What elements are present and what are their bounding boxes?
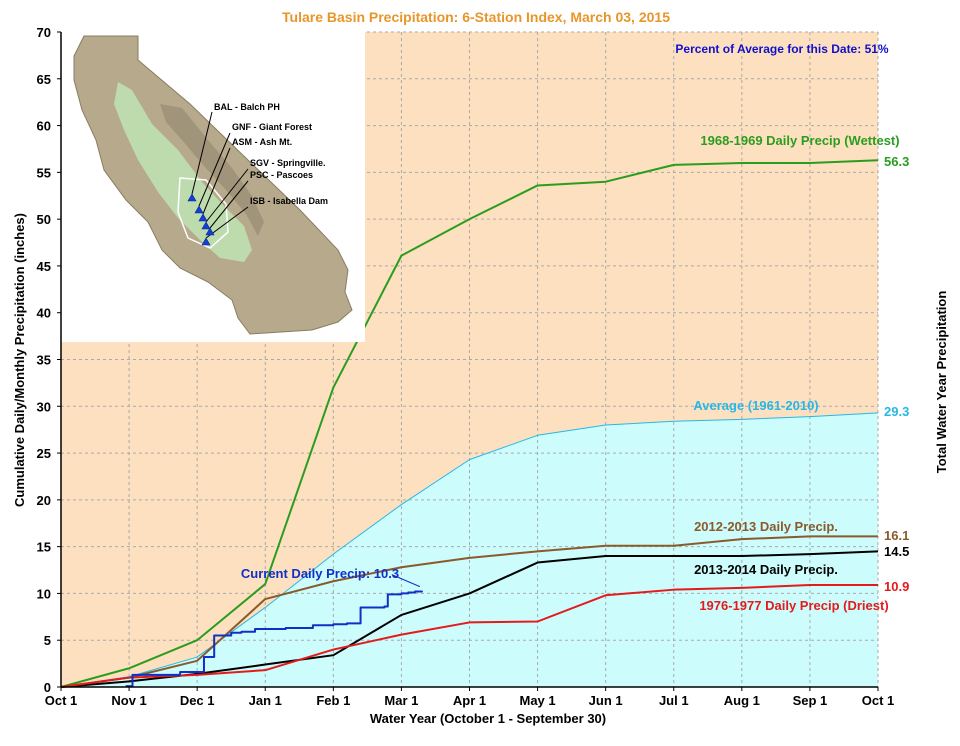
x-tick-label: Jan 1 bbox=[249, 693, 282, 708]
series-label-current: Current Daily Precip: 10.3 bbox=[241, 566, 399, 581]
x-tick-label: Dec 1 bbox=[180, 693, 215, 708]
end-label-wettest: 56.3 bbox=[884, 154, 909, 169]
sierra-nevada bbox=[160, 104, 264, 236]
station-markers bbox=[187, 193, 215, 246]
series-labels: Average (1961-2010) 1968-1969 Daily Prec… bbox=[241, 133, 900, 613]
station-marker-asm bbox=[198, 213, 208, 222]
y-tick-label: 50 bbox=[37, 212, 51, 227]
driest-line bbox=[60, 584, 878, 688]
series-label-wettest: 1968-1969 Daily Precip (Wettest) bbox=[700, 133, 899, 148]
chart-title: Tulare Basin Precipitation: 6-Station In… bbox=[282, 9, 670, 25]
map-label-gnf: GNF - Giant Forest bbox=[232, 122, 312, 132]
y-tick-label: 70 bbox=[37, 25, 51, 40]
x-axis-label: Water Year (October 1 - September 30) bbox=[370, 711, 606, 726]
average-line bbox=[60, 412, 879, 688]
x-tick-label: Sep 1 bbox=[793, 693, 828, 708]
station-marker-psc bbox=[205, 227, 215, 236]
plot-area bbox=[60, 31, 879, 688]
y-axis-label: Cumulative Daily/Monthly Precipitation (… bbox=[12, 213, 27, 507]
series-label-average: Average (1961-2010) bbox=[693, 398, 818, 413]
map-label-bal: BAL - Balch PH bbox=[214, 102, 280, 112]
station-marker-isb bbox=[201, 237, 211, 246]
end-label-average: 29.3 bbox=[884, 404, 909, 419]
station-marker-sgv bbox=[201, 221, 211, 230]
map-label-sgv: SGV - Springville. bbox=[250, 158, 326, 168]
x-tick-label: Apr 1 bbox=[453, 693, 486, 708]
y-tick-label: 35 bbox=[37, 353, 51, 368]
x-tick-label: Jun 1 bbox=[589, 693, 623, 708]
y-tick-label: 30 bbox=[37, 399, 51, 414]
y-tick-label: 45 bbox=[37, 259, 51, 274]
central-valley bbox=[114, 82, 252, 262]
california-map-inset: BAL - Balch PH GNF - Giant Forest ASM - … bbox=[55, 30, 365, 342]
percent-of-average-note: Percent of Average for this Date: 51% bbox=[675, 42, 889, 56]
wettest-line bbox=[60, 159, 879, 688]
x-tick-label: Mar 1 bbox=[384, 693, 418, 708]
tulare-basin-outline bbox=[177, 177, 229, 249]
end-value-labels: 29.3 56.3 16.1 14.5 10.9 bbox=[884, 154, 909, 594]
map-label-asm: ASM - Ash Mt. bbox=[232, 137, 292, 147]
x-tick-labels: Oct 1 Nov 1 Dec 1 Jan 1 Feb 1 Mar 1 Apr 1 May 1… bbox=[45, 687, 895, 708]
x-tick-label: Oct 1 bbox=[45, 693, 78, 708]
y-tick-label: 65 bbox=[37, 72, 51, 87]
x-tick-label: Jul 1 bbox=[659, 693, 689, 708]
end-label-driest: 10.9 bbox=[884, 579, 909, 594]
y-tick-label: 60 bbox=[37, 119, 51, 134]
series-label-2013-2014: 2013-2014 Daily Precip. bbox=[694, 562, 838, 577]
map-label-isb: ISB - Isabella Dam bbox=[250, 196, 328, 206]
y-tick-label: 0 bbox=[44, 680, 51, 695]
2012-2013-line bbox=[60, 535, 878, 688]
station-marker-bal bbox=[187, 193, 197, 202]
series-label-driest: 1976-1977 Daily Precip (Driest) bbox=[699, 598, 888, 613]
y-tick-label: 40 bbox=[37, 306, 51, 321]
axes: Oct 1 Nov 1 Dec 1 Jan 1 Feb 1 Mar 1 Apr 1 May 1… bbox=[37, 25, 895, 708]
y-tick-label: 10 bbox=[37, 586, 51, 601]
y-tick-labels: 0 5 10 15 20 25 30 35 40 45 50 55 60 65 70 bbox=[37, 25, 61, 695]
current-pointer-arrow bbox=[391, 574, 421, 588]
x-tick-label: Feb 1 bbox=[316, 693, 350, 708]
current-line bbox=[125, 590, 423, 688]
series-label-2012-2013: 2012-2013 Daily Precip. bbox=[694, 519, 838, 534]
station-marker-gnf bbox=[194, 205, 204, 214]
end-label-2012-2013: 16.1 bbox=[884, 528, 909, 543]
y-axis-label-right: Total Water Year Precipitation bbox=[934, 291, 949, 474]
x-tick-label: May 1 bbox=[520, 693, 556, 708]
map-label-psc: PSC - Pascoes bbox=[250, 170, 313, 180]
y-tick-label: 55 bbox=[37, 165, 51, 180]
y-tick-label: 5 bbox=[44, 633, 51, 648]
series-lines bbox=[60, 159, 879, 688]
x-tick-label: Oct 1 bbox=[862, 693, 895, 708]
y-tick-label: 15 bbox=[37, 540, 51, 555]
y-tick-label: 25 bbox=[37, 446, 51, 461]
y-tick-label: 20 bbox=[37, 493, 51, 508]
x-tick-label: Aug 1 bbox=[724, 693, 760, 708]
end-label-2013-2014: 14.5 bbox=[884, 544, 909, 559]
x-tick-label: Nov 1 bbox=[111, 693, 146, 708]
